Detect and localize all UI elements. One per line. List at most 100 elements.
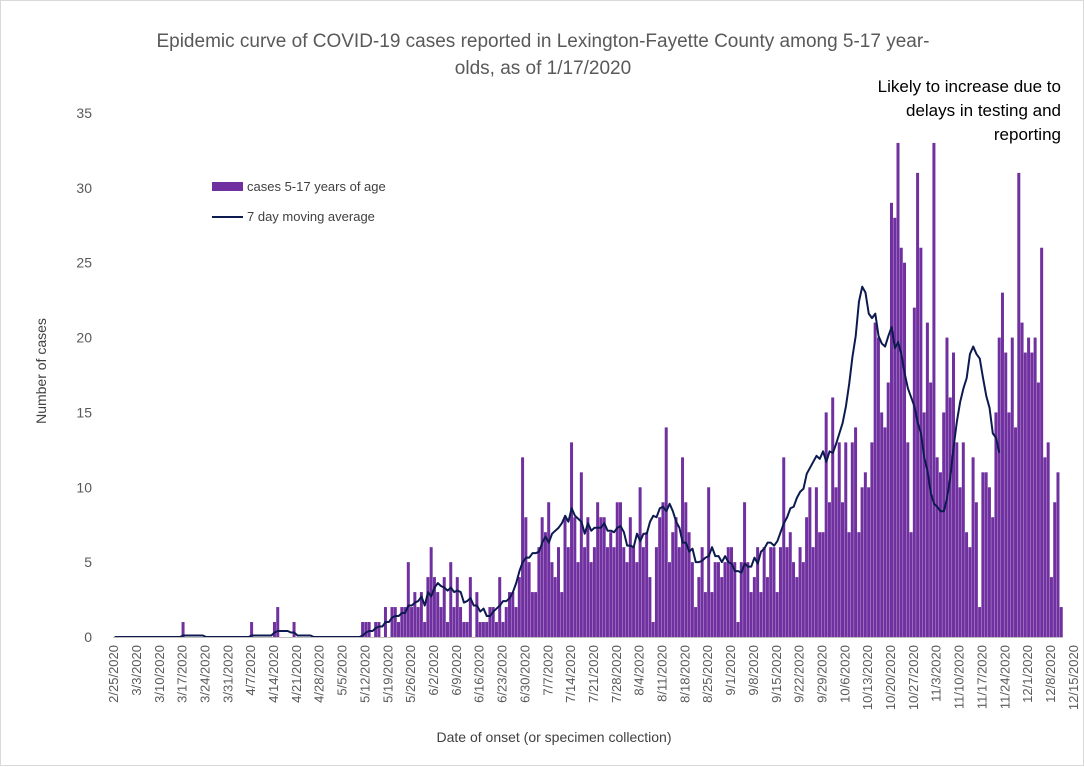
x-tick-label: 4/21/2020 <box>289 645 304 703</box>
bar <box>896 142 900 637</box>
bar <box>723 562 727 637</box>
bar <box>478 622 482 637</box>
bar <box>1010 337 1014 637</box>
bar <box>844 442 848 637</box>
bar <box>873 322 877 637</box>
x-tick-label: 3/24/2020 <box>197 645 212 703</box>
chart-title-line-1: Epidemic curve of COVID-19 cases reporte… <box>156 31 930 52</box>
legend-label-cases: cases 5-17 years of age <box>247 179 386 194</box>
bar <box>511 592 515 637</box>
bar <box>778 547 782 637</box>
bar <box>413 592 417 637</box>
bar <box>945 337 949 637</box>
bar <box>625 562 629 637</box>
bar <box>583 547 587 637</box>
bar <box>615 502 619 637</box>
bar <box>952 352 955 637</box>
bar <box>1023 352 1027 637</box>
x-tick-label: 11/3/2020 <box>929 645 944 702</box>
bar <box>442 577 446 637</box>
bar <box>632 547 636 637</box>
bar <box>739 562 743 637</box>
bar <box>514 607 518 637</box>
x-tick-label: 3/17/2020 <box>175 645 190 703</box>
bar <box>919 247 923 638</box>
x-tick-label: 10/6/2020 <box>837 645 852 703</box>
x-tick-label: 8/11/2020 <box>655 645 670 702</box>
bar <box>524 517 528 637</box>
bar <box>694 607 698 637</box>
bar <box>733 562 737 637</box>
x-tick-label: 3/31/2020 <box>220 645 235 703</box>
bar <box>488 607 492 637</box>
x-tick-label: 7/21/2020 <box>586 645 601 703</box>
bar <box>710 592 714 637</box>
bar <box>968 547 972 637</box>
bar <box>876 337 880 637</box>
y-tick-label: 20 <box>76 330 92 346</box>
x-tick-labels: 2/25/2020 3/3/2020 3/10/2020 3/17/2020 3/24/… <box>106 645 1081 710</box>
bar <box>759 592 763 637</box>
bars-layer <box>181 142 1063 638</box>
bar <box>772 547 776 637</box>
legend-swatch-cases <box>212 182 243 191</box>
bar <box>1027 337 1031 637</box>
bar <box>651 622 655 637</box>
x-tick-label: 7/28/2020 <box>609 645 624 703</box>
bar <box>612 547 616 637</box>
bar <box>677 547 681 637</box>
bar <box>805 517 809 637</box>
bar <box>628 517 632 637</box>
bar <box>837 442 841 637</box>
bar <box>942 412 946 637</box>
bar <box>527 562 531 637</box>
bar <box>788 532 792 637</box>
bar <box>903 262 907 637</box>
bar <box>661 502 665 637</box>
bar <box>994 412 998 637</box>
bar <box>955 442 959 637</box>
bar <box>556 547 560 637</box>
bar <box>619 502 623 637</box>
bar <box>1004 352 1008 637</box>
x-tick-label: 10/13/2020 <box>860 645 875 710</box>
bar <box>664 427 668 637</box>
bar <box>726 547 730 637</box>
bar <box>534 592 538 637</box>
bar <box>563 517 567 637</box>
x-tick-label: 6/23/2020 <box>495 645 510 703</box>
bar <box>462 622 466 637</box>
bar <box>684 502 688 637</box>
bar <box>276 607 280 637</box>
x-tick-label: 12/1/2020 <box>1020 645 1035 703</box>
bar <box>674 517 678 637</box>
bar <box>635 562 639 637</box>
bar <box>576 562 580 637</box>
bar <box>491 607 495 637</box>
bar <box>393 607 397 637</box>
bar <box>605 547 609 637</box>
bar <box>958 487 962 637</box>
bar <box>1059 607 1063 637</box>
bar <box>697 577 701 637</box>
bar <box>645 532 649 637</box>
x-tick-label: 8/18/2020 <box>677 645 692 703</box>
bar <box>792 562 796 637</box>
bar <box>602 517 606 637</box>
x-tick-label: 10/20/2020 <box>883 645 898 710</box>
y-tick-label: 25 <box>76 255 92 271</box>
bar <box>658 517 662 637</box>
bar <box>416 607 420 637</box>
x-tick-label: 6/30/2020 <box>517 645 532 703</box>
bar <box>857 532 861 637</box>
x-tick-label: 8/25/2020 <box>700 645 715 703</box>
x-tick-label: 5/5/2020 <box>335 645 350 696</box>
bar <box>818 532 822 637</box>
bar <box>886 382 890 637</box>
bar <box>468 577 472 637</box>
bar <box>1056 472 1060 637</box>
bar <box>364 622 368 637</box>
y-tick-label: 5 <box>84 554 92 570</box>
legend-label-moving-average: 7 day moving average <box>247 209 375 224</box>
